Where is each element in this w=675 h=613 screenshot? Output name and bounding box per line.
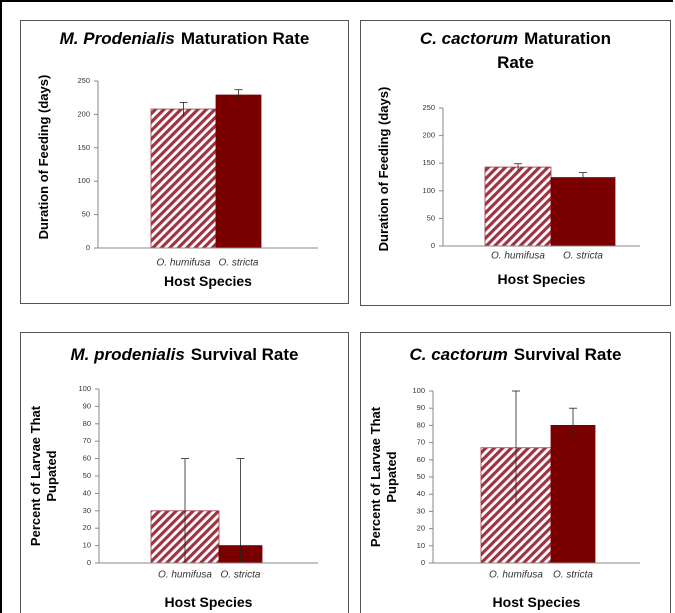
y-tick-label: 90 — [417, 403, 425, 412]
x-tick-label: O. stricta — [563, 251, 603, 262]
x-tick-label: O. humifusa — [157, 258, 211, 269]
y-tick-label: 100 — [78, 384, 91, 393]
chart-title: M. prodenialis Survival Rate — [35, 343, 335, 367]
chart-title: M. Prodenialis Maturation Rate — [60, 27, 310, 51]
y-tick-label: 100 — [412, 386, 425, 395]
title-species: M. Prodenialis — [59, 29, 175, 48]
y-tick-label: 70 — [417, 438, 425, 447]
x-tick-label: O. stricta — [220, 570, 260, 581]
title-species: C. cactorum — [409, 345, 508, 364]
y-tick-label: 60 — [417, 455, 425, 464]
title-species: C. cactorum — [419, 29, 519, 48]
y-tick-label: 100 — [77, 176, 90, 185]
x-tick-label: O. stricta — [218, 258, 258, 269]
y-tick-label: 80 — [417, 420, 425, 429]
chart-panel: 0 10 20 30 40 50 60 70 80 90 100 O. humifusa O. stri… — [360, 332, 671, 613]
y-tick-label: 100 — [422, 186, 435, 195]
x-tick-label: O. humifusa — [491, 251, 545, 262]
bar — [484, 166, 552, 247]
y-tick-label: 90 — [83, 401, 91, 410]
error-bar — [512, 390, 520, 505]
x-tick-label: O. stricta — [553, 570, 593, 581]
y-tick-label: 70 — [83, 436, 91, 445]
chart: 0 10 20 30 40 50 60 70 80 90 100 O. humifusa O. stri… — [412, 386, 640, 581]
error-bar — [236, 458, 245, 563]
chart-title: C. cactorum Survival Rate — [366, 343, 666, 367]
y-tick-label: 80 — [83, 419, 91, 428]
y-axis-label: Duration of Feeding (days) — [36, 74, 51, 239]
y-tick-label: 10 — [83, 541, 91, 550]
y-tick-label: 250 — [422, 103, 435, 112]
title-text: Maturation Rate — [180, 29, 310, 48]
y-tick-label: 50 — [427, 213, 435, 222]
y-tick-label: 30 — [417, 506, 425, 515]
y-tick-label: 50 — [83, 471, 91, 480]
title-text: Survival Rate — [513, 345, 622, 364]
y-tick-label: 40 — [417, 489, 425, 498]
title-species: M. prodenialis — [70, 345, 185, 364]
x-axis-label: Host Species — [164, 594, 253, 610]
y-tick-label: 50 — [82, 210, 90, 219]
error-bar — [514, 163, 522, 171]
title-text: Survival Rate — [190, 345, 299, 364]
y-tick-label: 150 — [422, 158, 435, 167]
y-axis-label: Percent of Larvae That Pupated — [28, 405, 59, 547]
y-tick-label: 60 — [83, 454, 91, 463]
error-bar — [234, 89, 243, 101]
bar — [550, 425, 596, 564]
bar — [150, 108, 217, 249]
bar — [215, 94, 262, 249]
y-axis-label: Percent of Larvae That Pupated — [368, 406, 399, 548]
title-text: Maturation Rate — [497, 29, 612, 72]
x-axis-label: Host Species — [497, 271, 586, 287]
chart: 0 50 100 150 200 250 O. humifusa O. stricta — [422, 103, 640, 262]
x-axis-label: Host Species — [492, 594, 581, 610]
y-tick-label: 10 — [417, 541, 425, 550]
error-bar — [181, 458, 189, 563]
y-tick-label: 20 — [83, 523, 91, 532]
y-axis-label: Duration of Feeding (days) — [376, 86, 391, 252]
x-tick-label: O. humifusa — [489, 570, 543, 581]
y-tick-label: 250 — [77, 76, 90, 85]
x-axis-label: Host Species — [164, 273, 252, 289]
error-bar — [179, 101, 188, 116]
y-tick-label: 0 — [421, 558, 425, 567]
chart-panel: 0 50 100 150 200 250 O. humifusa O. stricta M. P… — [20, 20, 349, 304]
y-tick-label: 50 — [417, 472, 425, 481]
y-tick-label: 150 — [77, 143, 90, 152]
y-tick-label: 0 — [86, 243, 90, 252]
error-bar — [579, 172, 587, 183]
chart: 0 10 20 30 40 50 60 70 80 90 100 O. humifusa O. stri… — [78, 384, 318, 581]
y-tick-label: 20 — [417, 524, 425, 533]
y-tick-label: 40 — [83, 488, 91, 497]
y-tick-label: 30 — [83, 506, 91, 515]
y-tick-label: 0 — [431, 241, 435, 250]
chart-panel: 0 50 100 150 200 250 O. humifusa O. stricta C. c… — [360, 20, 671, 306]
y-tick-label: 200 — [77, 109, 90, 118]
x-tick-label: O. humifusa — [158, 570, 212, 581]
y-tick-label: 200 — [422, 131, 435, 140]
bar — [550, 177, 616, 247]
error-bar — [569, 407, 577, 443]
chart-panel: 0 10 20 30 40 50 60 70 80 90 100 O. humifusa O. stri… — [20, 332, 349, 613]
chart: 0 50 100 150 200 250 O. humifusa O. stricta — [77, 76, 318, 269]
y-tick-label: 0 — [87, 558, 91, 567]
chart-title: C. cactorum Maturation Rate — [401, 27, 631, 75]
